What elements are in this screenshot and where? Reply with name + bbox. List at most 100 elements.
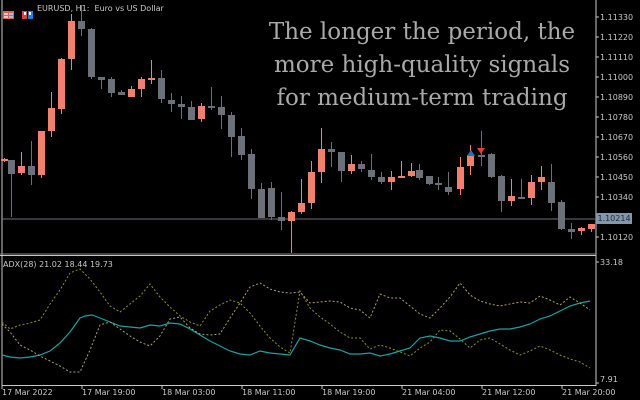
candle <box>408 163 415 177</box>
sell-arrow-icon <box>477 148 485 154</box>
candle <box>8 160 15 217</box>
time-label: 21 Mar 20:00 <box>562 388 616 397</box>
candle <box>538 166 545 190</box>
price-label: 1.10120 <box>600 233 634 242</box>
candle <box>158 70 165 103</box>
price-label: 1.10450 <box>600 173 634 182</box>
promo-caption: The longer the period, the more high-qua… <box>252 16 592 115</box>
candle <box>78 5 85 36</box>
candle <box>238 128 245 160</box>
candle <box>118 90 125 95</box>
candle <box>416 164 423 180</box>
chart-symbol-title: EURUSD, H1: Euro vs US Dollar <box>37 4 164 13</box>
candle <box>467 145 474 175</box>
candle <box>378 172 385 184</box>
candle <box>88 28 95 79</box>
candle <box>178 96 185 119</box>
candle <box>278 192 285 230</box>
candle <box>368 154 375 180</box>
candle <box>338 152 345 182</box>
price-label: 1.10670 <box>600 133 634 142</box>
adx-indicator-label: ADX(28) 21.02 18.44 19.73 <box>3 260 113 269</box>
candle <box>1 158 8 162</box>
time-label: 18 Mar 03:00 <box>162 388 216 397</box>
candle <box>198 103 205 122</box>
candle <box>258 183 265 218</box>
price-label: 1.10340 <box>600 193 634 202</box>
candle <box>388 171 395 190</box>
candle <box>488 153 495 178</box>
candle <box>426 176 433 185</box>
buy-arrow-icon <box>467 150 475 156</box>
candle <box>528 175 535 205</box>
price-label: 1.10780 <box>600 113 634 122</box>
candle <box>308 161 315 209</box>
candle <box>518 179 525 199</box>
candle <box>358 161 365 172</box>
candle <box>168 93 175 112</box>
price-label: 1.11000 <box>600 73 634 82</box>
price-axis-ticks <box>596 16 599 384</box>
caption-line-2: more high-quality signals <box>273 52 571 78</box>
price-label: 1.11220 <box>600 33 634 42</box>
candle <box>98 77 105 89</box>
candle <box>508 179 515 206</box>
one-click-trading-icon[interactable] <box>22 4 33 19</box>
time-axis-ticks <box>1 385 563 389</box>
candle <box>588 224 595 232</box>
candle <box>288 211 295 253</box>
adx-min-label: 7.91 <box>600 375 618 384</box>
adx-series-adx-line <box>1 300 591 359</box>
candle <box>28 141 35 185</box>
candle <box>435 177 442 190</box>
current-price-tag: 1.10214 <box>596 213 632 224</box>
candle <box>58 58 65 114</box>
candle <box>208 87 215 110</box>
candle <box>218 96 225 129</box>
candle <box>18 152 25 175</box>
candle <box>578 227 585 235</box>
candle <box>248 149 255 199</box>
chart-frames <box>0 0 597 386</box>
price-label: 1.10890 <box>600 93 634 102</box>
price-label: 1.11330 <box>600 13 634 22</box>
signal-arrows <box>467 148 485 156</box>
candle <box>138 77 145 97</box>
candle <box>548 164 555 211</box>
candle <box>457 157 464 195</box>
adx-series-di-line <box>1 268 591 369</box>
candle <box>148 60 155 84</box>
caption-line-1: The longer the period, the <box>268 19 576 45</box>
candle <box>228 112 235 157</box>
adx-max-label: 33.18 <box>600 258 623 267</box>
price-label: 1.10560 <box>600 153 634 162</box>
candlestick-series <box>1 5 595 253</box>
price-label: 1.11110 <box>600 53 634 62</box>
adx-indicator-lines <box>1 268 591 373</box>
time-label: 17 Mar 19:00 <box>82 388 136 397</box>
candle <box>498 175 505 212</box>
candle <box>48 92 55 137</box>
candle <box>318 128 325 183</box>
candle <box>268 182 275 220</box>
time-label: 18 Mar 19:00 <box>322 388 376 397</box>
candle <box>128 86 135 97</box>
candle <box>568 223 575 239</box>
time-label: 17 Mar 2022 <box>2 388 53 397</box>
candle <box>445 172 452 195</box>
candle <box>68 14 75 70</box>
candle <box>328 142 335 167</box>
candle <box>348 155 355 174</box>
candle <box>108 77 115 97</box>
candle <box>188 101 195 120</box>
caption-line-3: for medium-term trading <box>276 85 568 111</box>
grid-table-icon[interactable] <box>3 4 14 19</box>
candle <box>398 161 405 178</box>
time-label: 18 Mar 11:00 <box>242 388 296 397</box>
time-label: 21 Mar 04:00 <box>402 388 456 397</box>
candle <box>558 200 565 230</box>
candle <box>38 131 45 178</box>
adx-series-di-line <box>1 282 591 373</box>
candle <box>298 179 305 214</box>
